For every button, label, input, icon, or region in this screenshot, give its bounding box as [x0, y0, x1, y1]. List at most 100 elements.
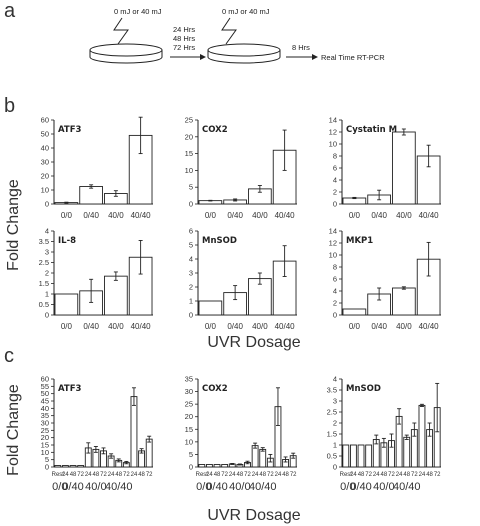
chart-title: Cystatin M — [346, 125, 397, 135]
y-tick-label: 6 — [189, 227, 193, 236]
y-tick-label: 15 — [185, 149, 193, 158]
x-tick-label: 24 — [206, 472, 213, 478]
group-label: 0/40 — [62, 481, 83, 493]
x-tick-label: 24 — [62, 472, 69, 478]
y-tick-label: 20 — [185, 412, 193, 421]
x-tick-label: 0/0 — [61, 211, 73, 220]
bar — [342, 444, 350, 468]
y-tick-label: 0 — [45, 311, 49, 320]
y-tick-label: 14 — [329, 227, 337, 236]
x-tick-label: 0/0 — [205, 211, 217, 220]
y-tick-label: 6 — [333, 164, 337, 173]
y-tick-label: 4 — [333, 287, 337, 296]
x-tick-label: 48 — [237, 472, 244, 478]
bar — [221, 464, 229, 468]
x-tick-label: 40/0 — [396, 211, 412, 220]
y-tick-label: 30 — [41, 158, 49, 167]
group-label: 0/40 — [206, 481, 227, 493]
y-tick-label: 1 — [333, 441, 337, 450]
y-tick-label: 40 — [41, 404, 49, 413]
culture-dish-1-icon — [89, 43, 163, 64]
bar — [206, 464, 213, 468]
x-tick-label: 24 — [419, 472, 426, 478]
y-tick-label: 1.5 — [327, 430, 337, 439]
x-tick-label: 48 — [426, 472, 433, 478]
y-tick-label: 4 — [333, 375, 337, 384]
y-tick-label: 40 — [41, 144, 49, 153]
x-tick-label: 48 — [403, 472, 410, 478]
chart-title: COX2 — [202, 384, 228, 394]
uv-lightning-icon — [113, 17, 129, 45]
bar — [357, 444, 365, 468]
y-tick-label: 25 — [185, 400, 193, 409]
y-tick-label: 0 — [189, 311, 193, 320]
y-tick-label: 0 — [189, 463, 193, 472]
chart-3: 0 0.51 1.52 2.53 3.54 IL-8 0/0 0/40 40/0 40/40 — [39, 227, 153, 331]
y-tick-label: 5 — [45, 455, 49, 464]
chart-title: MKP1 — [346, 236, 373, 246]
x-tick-label: Rest — [52, 472, 65, 478]
y-tick-label: 12 — [329, 128, 337, 137]
panel-letter-c: c — [4, 345, 14, 367]
schematic-wait: 8 Hrs — [292, 43, 310, 52]
y-tick-label: 3 — [333, 397, 337, 406]
x-tick-label: 0/40 — [83, 322, 99, 331]
panel-letter-b: b — [4, 95, 15, 117]
x-tick-label: 0/0 — [205, 322, 217, 331]
x-tick-label: Rest — [340, 472, 353, 478]
x-tick-label: 72 — [244, 472, 251, 478]
y-tick-label: 3 — [45, 248, 49, 257]
bar — [251, 445, 259, 468]
x-tick-label: 24 — [396, 472, 403, 478]
bar — [392, 131, 416, 205]
y-tick-label: 20 — [41, 172, 49, 181]
x-tick-label: 72 — [365, 472, 372, 478]
y-tick-label: 15 — [41, 441, 49, 450]
group-label: 0/40 — [350, 481, 371, 493]
x-tick-label: 48 — [381, 472, 388, 478]
bar — [392, 287, 416, 316]
y-tick-label: 10 — [329, 251, 337, 260]
x-tick-label: 72 — [388, 472, 395, 478]
y-tick-label: 10 — [329, 140, 337, 149]
y-tick-label: 5 — [189, 450, 193, 459]
x-tick-label: 48 — [282, 472, 289, 478]
x-tick-label: 40/40 — [275, 322, 296, 331]
bar — [418, 404, 426, 468]
x-tick-label: 48 — [93, 472, 100, 478]
chart-1: 0 5 10 15 20 25 COX2 0/0 0/40 40/0 40/40 — [185, 116, 297, 220]
x-tick-label: 40/0 — [108, 322, 124, 331]
x-tick-label: 0/0 — [349, 322, 361, 331]
x-tick-label: 0/40 — [227, 322, 243, 331]
y-tick-label: 10 — [185, 166, 193, 175]
bar — [213, 464, 221, 468]
x-tick-label: 72 — [290, 472, 297, 478]
schematic-time-72: 72 Hrs — [173, 43, 195, 52]
chart-4: 0 1 2 3 4 5 6 MnSOD 0/0 0/40 40/0 40/40 — [189, 227, 297, 331]
x-tick-label: 0/40 — [371, 322, 387, 331]
schematic-time-48: 48 Hrs — [173, 34, 195, 43]
group-label: 0/0 — [52, 481, 67, 493]
x-tick-label: 40/40 — [275, 211, 296, 220]
chart-title: ATF3 — [58, 125, 82, 135]
y-tick-label: 14 — [329, 116, 337, 125]
schematic: 0 mJ or 40 mJ 24 Hrs 48 Hrs 72 Hrs 0 mJ … — [89, 7, 385, 64]
x-tick-label: Rest — [196, 472, 209, 478]
group-label: 0/0 — [340, 481, 355, 493]
y-tick-label: 20 — [185, 132, 193, 141]
bar — [259, 448, 267, 468]
y-tick-label: 2 — [333, 419, 337, 428]
x-tick-label: 24 — [108, 472, 115, 478]
y-tick-label: 1.5 — [39, 279, 49, 288]
y-tick-label: 1 — [45, 290, 49, 299]
x-tick-label: 40/40 — [419, 322, 440, 331]
y-tick-label: 2 — [45, 269, 49, 278]
group-label: 40/0 — [85, 481, 106, 493]
y-tick-label: 4 — [189, 255, 193, 264]
bar — [104, 275, 128, 316]
x-tick-label: 48 — [70, 472, 77, 478]
